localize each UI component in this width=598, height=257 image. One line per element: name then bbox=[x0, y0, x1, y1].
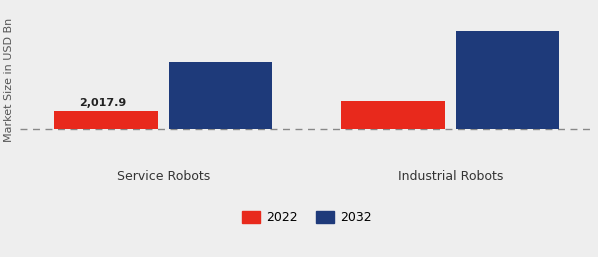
Y-axis label: Market Size in USD Bn: Market Size in USD Bn bbox=[4, 18, 14, 142]
Legend: 2022, 2032: 2022, 2032 bbox=[237, 206, 377, 229]
Text: 2,017.9: 2,017.9 bbox=[80, 98, 127, 108]
Bar bbox=[341, 101, 444, 129]
Bar bbox=[169, 62, 272, 129]
Bar bbox=[456, 31, 559, 129]
Bar bbox=[54, 111, 157, 129]
